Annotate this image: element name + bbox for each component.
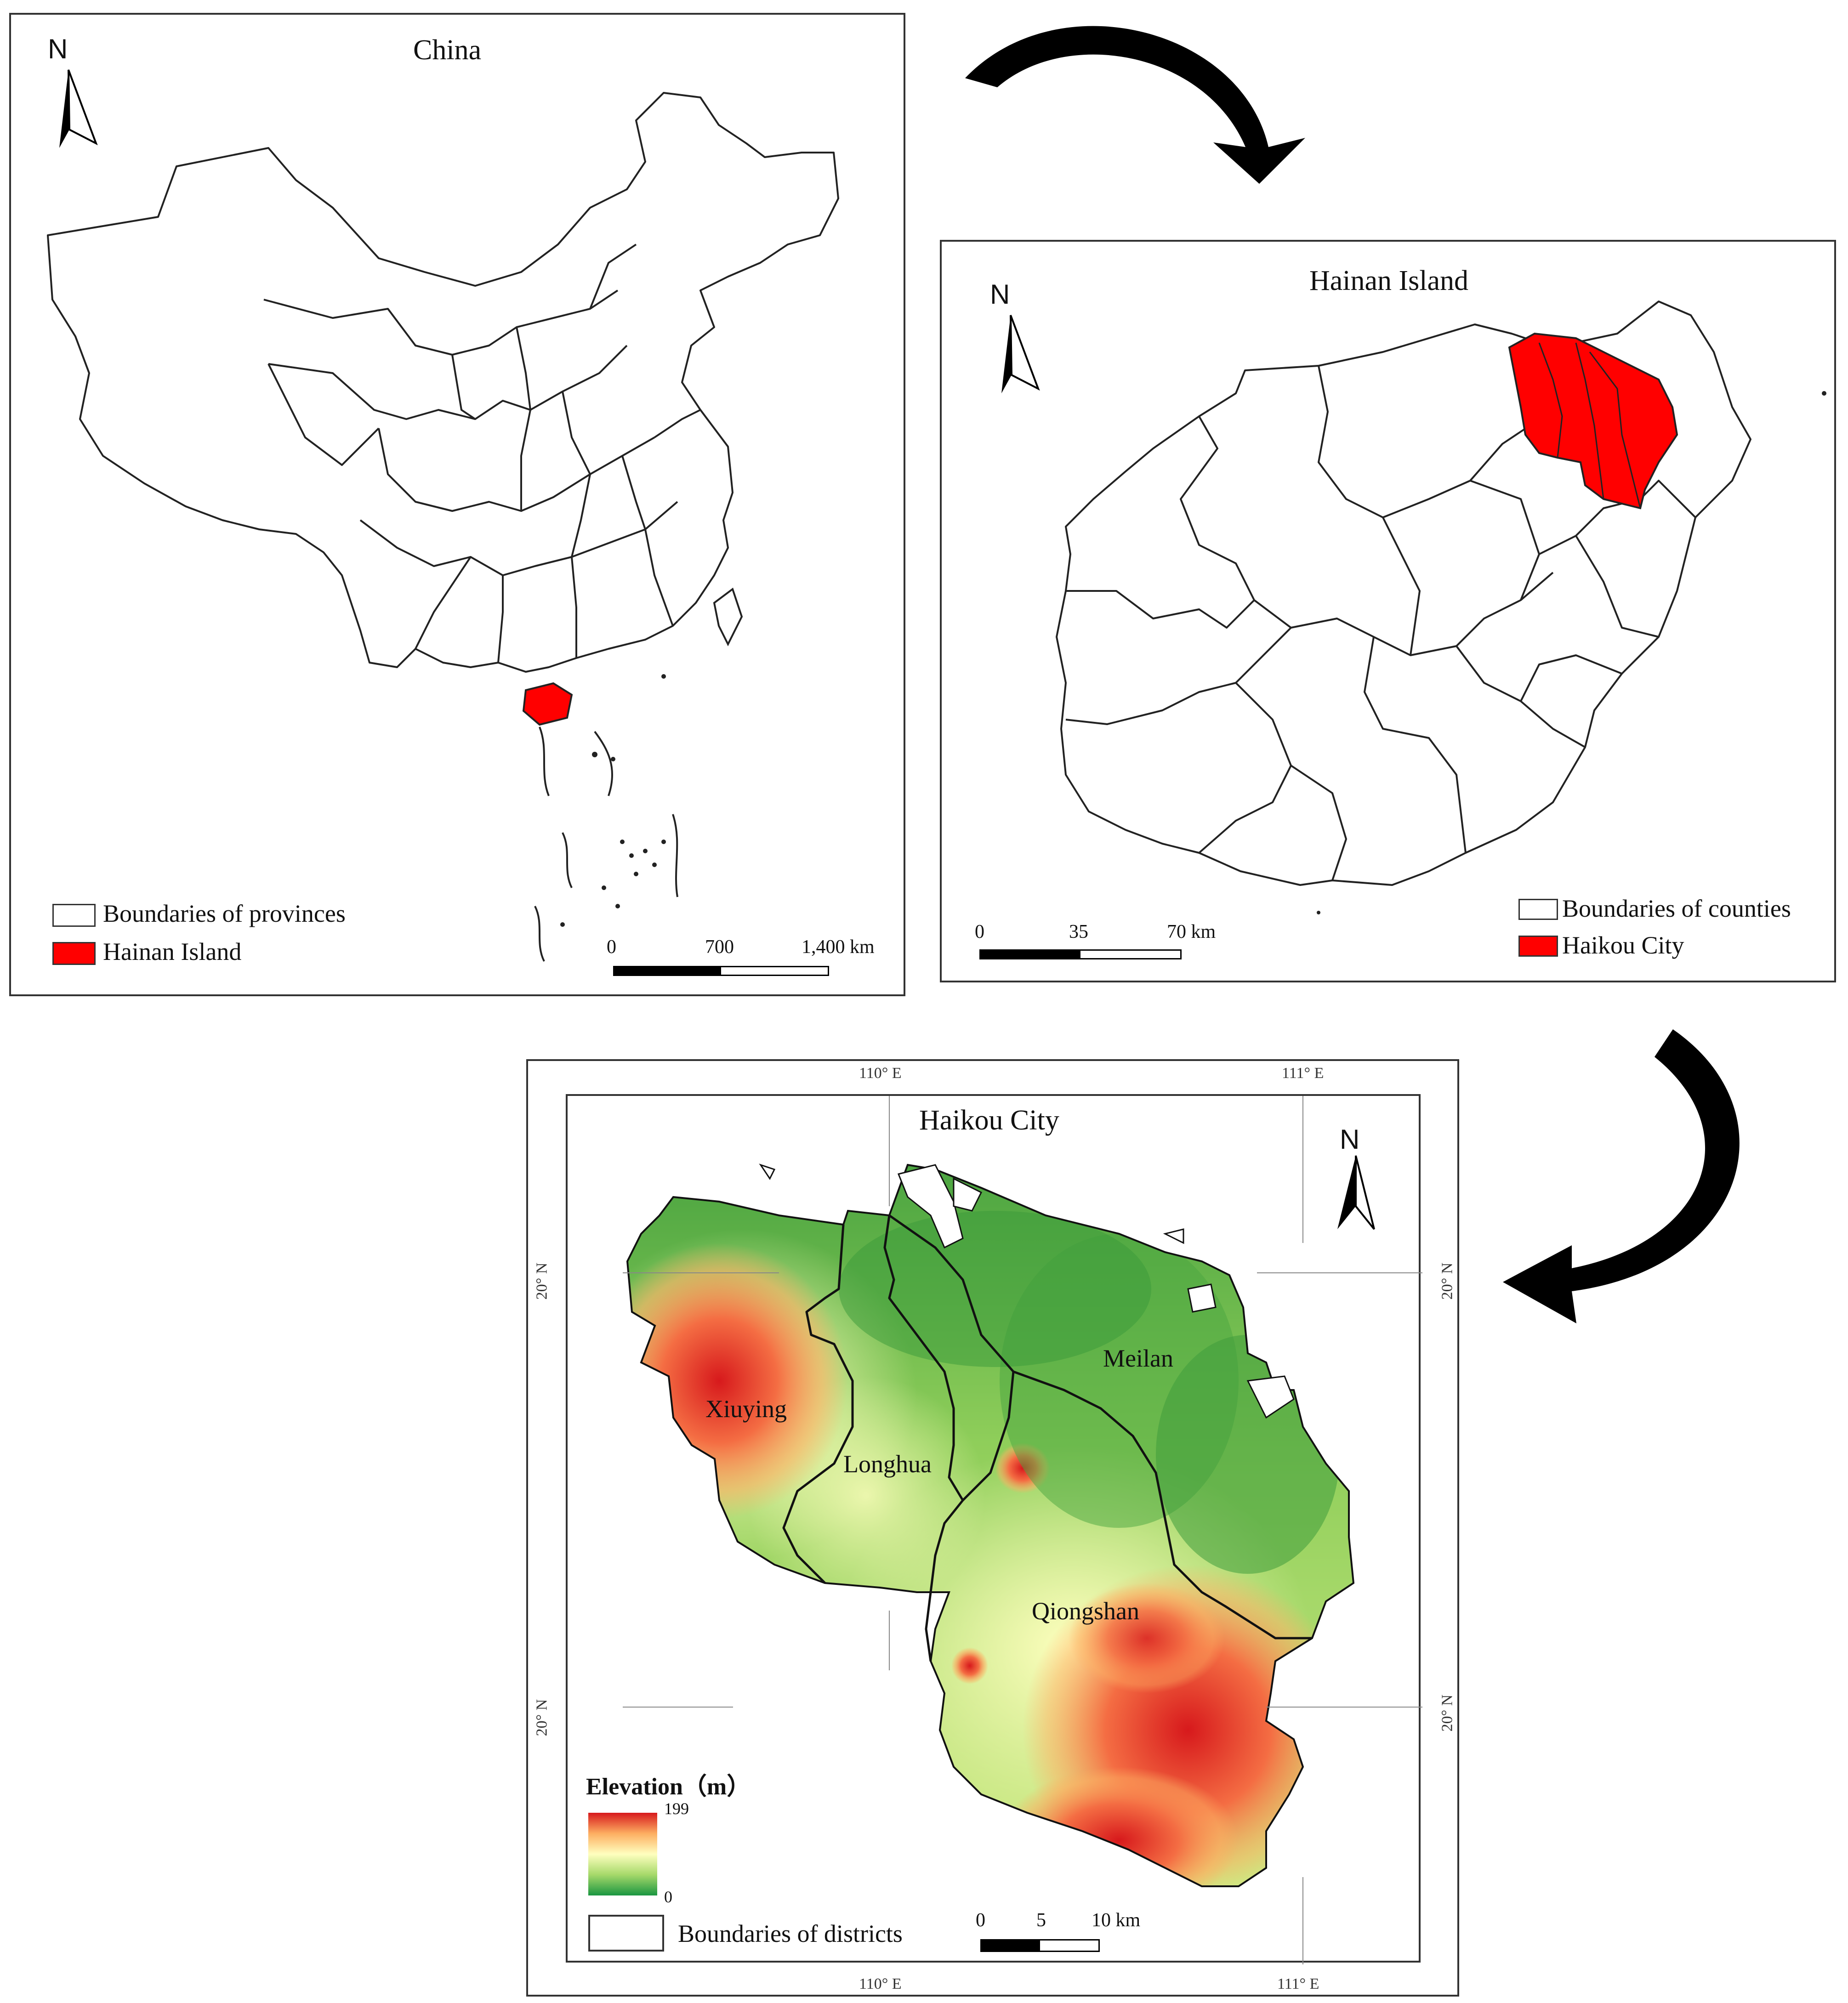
legend-swatch-hainan	[52, 942, 96, 965]
elevation-max-label: 199	[664, 1799, 689, 1818]
district-label-meilan: Meilan	[1103, 1345, 1173, 1372]
legend-swatch-counties	[1518, 899, 1558, 920]
elevation-legend-title: Elevation（m）	[586, 1774, 751, 1800]
haikou-map-panel: Haikou City N	[566, 1094, 1422, 1964]
scale-bar	[613, 966, 829, 976]
china-map-panel: China N	[9, 13, 905, 996]
scale-tick-2: 1,400 km	[802, 936, 875, 958]
coord-right-bottom: 20° N	[1439, 1694, 1456, 1732]
legend-label-districts: Boundaries of districts	[678, 1920, 903, 1947]
coord-top-right: 111° E	[1282, 1065, 1324, 1082]
coord-bottom-left: 110° E	[859, 1975, 902, 1992]
scale-tick-1: 700	[705, 936, 734, 958]
scale-tick-1: 35	[1069, 921, 1088, 942]
scale-tick-0: 0	[607, 936, 616, 958]
haikou-elevation-map	[623, 1096, 1422, 1964]
district-label-xiuying: Xiuying	[705, 1395, 787, 1423]
north-arrow-icon	[59, 69, 98, 148]
hainan-map-panel: Hainan Island N	[940, 240, 1836, 982]
hainan-island-highlight	[522, 682, 573, 726]
legend-swatch-districts	[588, 1915, 664, 1952]
scale-tick-1: 5	[1036, 1910, 1046, 1931]
scale-bar	[980, 1939, 1100, 1952]
coord-left-top: 20° N	[533, 1262, 551, 1300]
elevation-color-ramp	[588, 1813, 657, 1895]
haikou-map-title: Haikou City	[919, 1105, 1059, 1136]
china-province-map	[47, 92, 839, 962]
scale-tick-2: 70 km	[1167, 921, 1216, 942]
legend-label-counties: Boundaries of counties	[1562, 895, 1791, 922]
district-label-longhua: Longhua	[843, 1450, 932, 1478]
hainan-map-title: Hainan Island	[1309, 265, 1469, 296]
china-north-letter: N	[48, 34, 68, 64]
coord-left-bottom: 20° N	[533, 1699, 551, 1736]
haikou-map-frame-outer: 110° E 111° E 110° E 111° E 20° N 20° N …	[526, 1059, 1459, 1997]
coord-top-left: 110° E	[859, 1065, 902, 1082]
coord-bottom-right: 111° E	[1277, 1975, 1319, 1992]
legend-label-provinces: Boundaries of provinces	[103, 900, 346, 927]
scale-bar	[979, 949, 1182, 959]
north-arrow-icon	[1001, 315, 1040, 393]
haikou-north-letter: N	[1340, 1124, 1360, 1155]
legend-swatch-haikou	[1518, 936, 1558, 957]
scale-tick-2: 10 km	[1092, 1910, 1141, 1931]
coord-right-top: 20° N	[1439, 1262, 1456, 1300]
north-arrow-icon	[1337, 1155, 1375, 1230]
scale-tick-0: 0	[975, 921, 984, 942]
elevation-min-label: 0	[664, 1888, 672, 1906]
legend-label-hainan: Hainan Island	[103, 938, 242, 965]
district-label-qiongshan: Qiongshan	[1032, 1597, 1139, 1625]
legend-label-haikou: Haikou City	[1562, 931, 1684, 959]
hainan-county-map	[1056, 301, 1826, 914]
legend-swatch-provinces	[52, 904, 96, 927]
china-map-title: China	[413, 34, 482, 66]
scale-tick-0: 0	[976, 1910, 985, 1931]
hainan-north-letter: N	[990, 279, 1010, 310]
